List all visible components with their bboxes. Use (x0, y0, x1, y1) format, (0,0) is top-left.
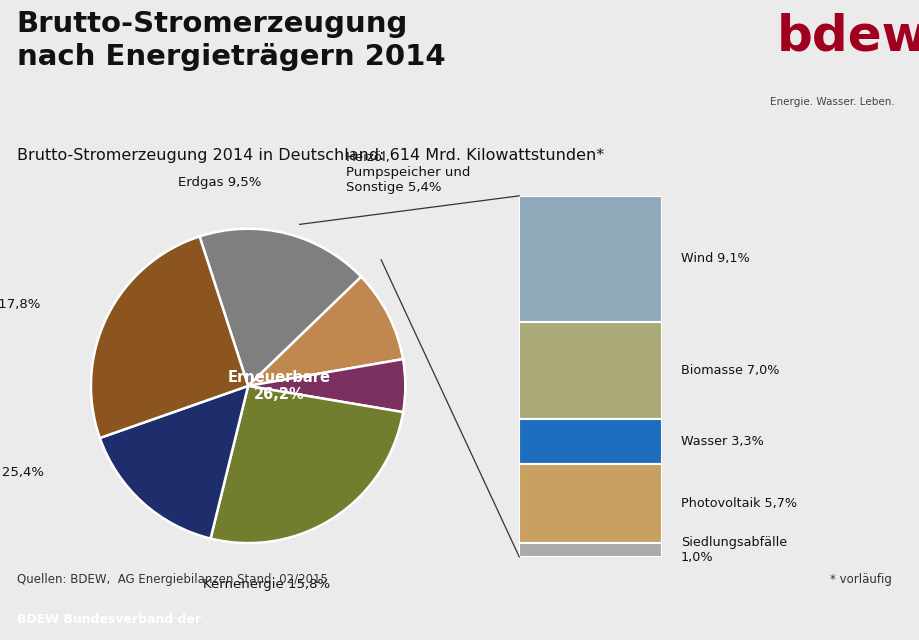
Wedge shape (199, 228, 361, 386)
Text: Heizöl,
Pumpspeicher und
Sonstige 5,4%: Heizöl, Pumpspeicher und Sonstige 5,4% (346, 151, 470, 194)
Bar (519, 543, 662, 557)
Text: Wind 9,1%: Wind 9,1% (681, 252, 750, 265)
Wedge shape (248, 359, 405, 412)
Text: Energie. Wasser. Leben.: Energie. Wasser. Leben. (770, 97, 895, 108)
Text: Erneuerbare
26,2%: Erneuerbare 26,2% (228, 370, 331, 402)
Text: * vorläufig: * vorläufig (830, 573, 891, 586)
Bar (519, 196, 662, 322)
Text: Braunkohle 25,4%: Braunkohle 25,4% (0, 466, 44, 479)
Bar (519, 322, 662, 419)
Text: Photovoltaik 5,7%: Photovoltaik 5,7% (681, 497, 797, 510)
Text: Biomasse 7,0%: Biomasse 7,0% (681, 364, 779, 376)
Text: Steinkohle 17,8%: Steinkohle 17,8% (0, 298, 40, 310)
Bar (519, 464, 662, 543)
Wedge shape (91, 236, 248, 438)
Text: Brutto-Stromerzeugung
nach Energieträgern 2014: Brutto-Stromerzeugung nach Energieträger… (17, 10, 445, 72)
Text: Brutto-Stromerzeugung 2014 in Deutschland: 614 Mrd. Kilowattstunden*: Brutto-Stromerzeugung 2014 in Deutschlan… (17, 148, 604, 163)
Text: Siedlungsabfälle
1,0%: Siedlungsabfälle 1,0% (681, 536, 787, 564)
Text: bdew: bdew (777, 12, 919, 61)
Text: Erdgas 9,5%: Erdgas 9,5% (178, 177, 262, 189)
Text: BDEW Bundesverband der: BDEW Bundesverband der (17, 612, 200, 626)
Text: Quellen: BDEW,  AG Energiebilanzen Stand: 02/2015: Quellen: BDEW, AG Energiebilanzen Stand:… (17, 573, 327, 586)
Text: Kernenergie 15,8%: Kernenergie 15,8% (203, 578, 331, 591)
Text: Wasser 3,3%: Wasser 3,3% (681, 435, 764, 448)
Bar (519, 419, 662, 464)
Wedge shape (210, 386, 403, 543)
Wedge shape (100, 386, 248, 538)
Wedge shape (248, 276, 403, 386)
